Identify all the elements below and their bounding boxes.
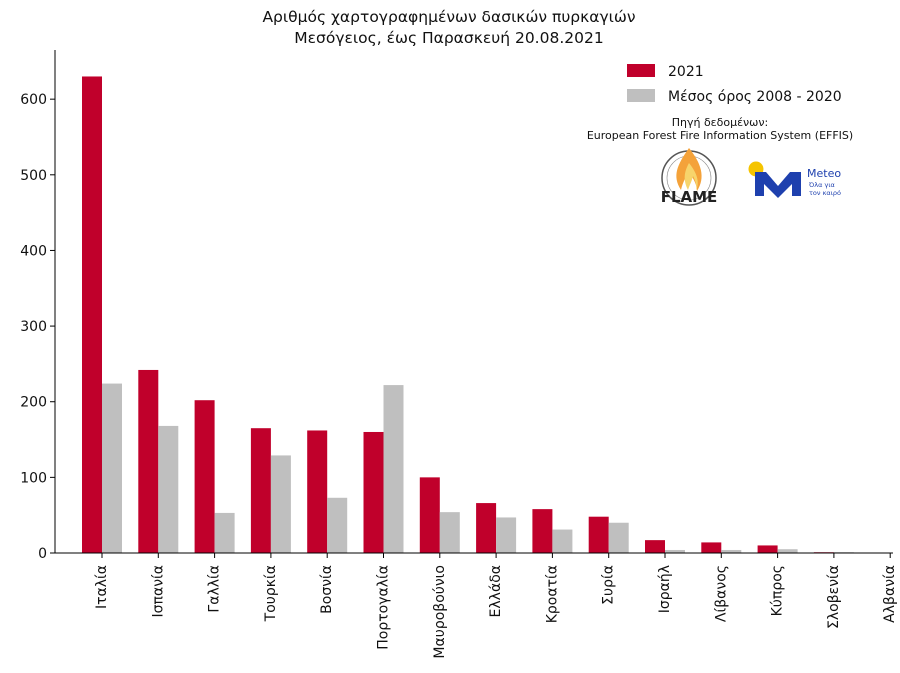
bar-2021-7	[476, 503, 497, 553]
x-tick-label-9: Συρία	[601, 565, 617, 605]
bar-average-0	[102, 383, 122, 553]
bar-average-11	[721, 549, 742, 553]
y-tick-label-5: 500	[20, 168, 47, 184]
bar-average-4	[327, 497, 348, 553]
bar-average-5	[383, 385, 404, 553]
y-tick-label-0: 0	[38, 546, 47, 562]
x-tick-label-4: Βοσνία	[319, 565, 335, 614]
bar-average-6	[439, 512, 460, 553]
bar-2021-6	[419, 477, 440, 553]
y-axis: 0 100 200 300 400 500 600	[20, 50, 56, 562]
x-tick-label-6: Μαυροβούνιο	[432, 565, 448, 659]
bar-2021-0	[82, 76, 102, 553]
bar-2021-1	[138, 369, 159, 553]
legend-label-2021: 2021	[668, 64, 704, 80]
y-tick-label-1: 100	[20, 470, 47, 486]
bar-average-10	[665, 549, 685, 553]
flame-logo-icon: FLAME	[661, 148, 718, 206]
y-tick-label-4: 400	[20, 243, 47, 259]
bar-2021-3	[250, 428, 271, 553]
bar-2021-4	[307, 430, 328, 553]
meteo-tagline-1: Όλα για	[808, 181, 835, 189]
bar-average-8	[552, 529, 573, 553]
bar-average-7	[496, 517, 517, 553]
x-tick-label-5: Πορτογαλία	[376, 565, 392, 650]
legend-swatch-average	[627, 89, 655, 102]
x-tick-label-14: Αλβανία	[882, 565, 898, 623]
bar-average-1	[158, 425, 179, 553]
x-tick-label-2: Γαλλία	[207, 565, 223, 613]
bars-layer	[82, 76, 854, 553]
bar-2021-12	[757, 545, 778, 553]
y-tick-label-3: 300	[20, 319, 47, 335]
bar-2021-11	[701, 542, 722, 553]
chart-title-line-1: Αριθμός χαρτογραφημένων δασικών πυρκαγιώ…	[262, 8, 635, 26]
legend-swatch-2021	[627, 64, 655, 77]
legend-label-average: Μέσος όρος 2008 - 2020	[668, 89, 842, 105]
meteo-tagline-2: τον καιρό	[809, 189, 841, 197]
source-label: Πηγή δεδομένων:	[672, 116, 769, 129]
meteo-logo-text: Meteo	[807, 167, 841, 180]
bar-2021-8	[532, 509, 553, 553]
x-tick-label-11: Λίβανος	[713, 565, 729, 622]
x-tick-label-13: Σλοβενία	[826, 565, 842, 629]
legend: 2021 Μέσος όρος 2008 - 2020	[627, 64, 842, 105]
bar-average-3	[270, 455, 291, 553]
x-tick-label-3: Τουρκία	[263, 565, 279, 622]
source-name: European Forest Fire Information System …	[587, 129, 853, 142]
x-tick-label-1: Ισπανία	[150, 565, 166, 617]
bar-2021-10	[645, 540, 665, 553]
y-tick-label-2: 200	[20, 395, 47, 411]
y-tick-label-6: 600	[20, 92, 47, 108]
bar-average-12	[777, 549, 798, 553]
x-tick-label-0: Ιταλία	[94, 565, 110, 609]
x-axis: Ιταλία Ισπανία Γαλλία Τουρκία Βοσνία Πορτογαλ…	[55, 552, 898, 659]
bar-2021-9	[588, 516, 609, 553]
x-tick-label-8: Κροατία	[544, 565, 560, 623]
bar-2021-2	[194, 400, 215, 553]
meteo-logo-icon: Meteo Όλα για τον καιρό	[748, 161, 841, 198]
bar-average-2	[214, 512, 235, 553]
bar-2021-5	[363, 431, 384, 553]
x-tick-label-7: Ελλάδα	[488, 565, 504, 617]
chart-title-line-2: Μεσόγειος, έως Παρασκευή 20.08.2021	[294, 29, 603, 47]
bar-average-9	[608, 522, 629, 553]
x-tick-label-12: Κύπρος	[770, 565, 786, 616]
flame-logo-text: FLAME	[661, 188, 718, 206]
x-tick-label-10: Ισραήλ	[657, 565, 673, 613]
